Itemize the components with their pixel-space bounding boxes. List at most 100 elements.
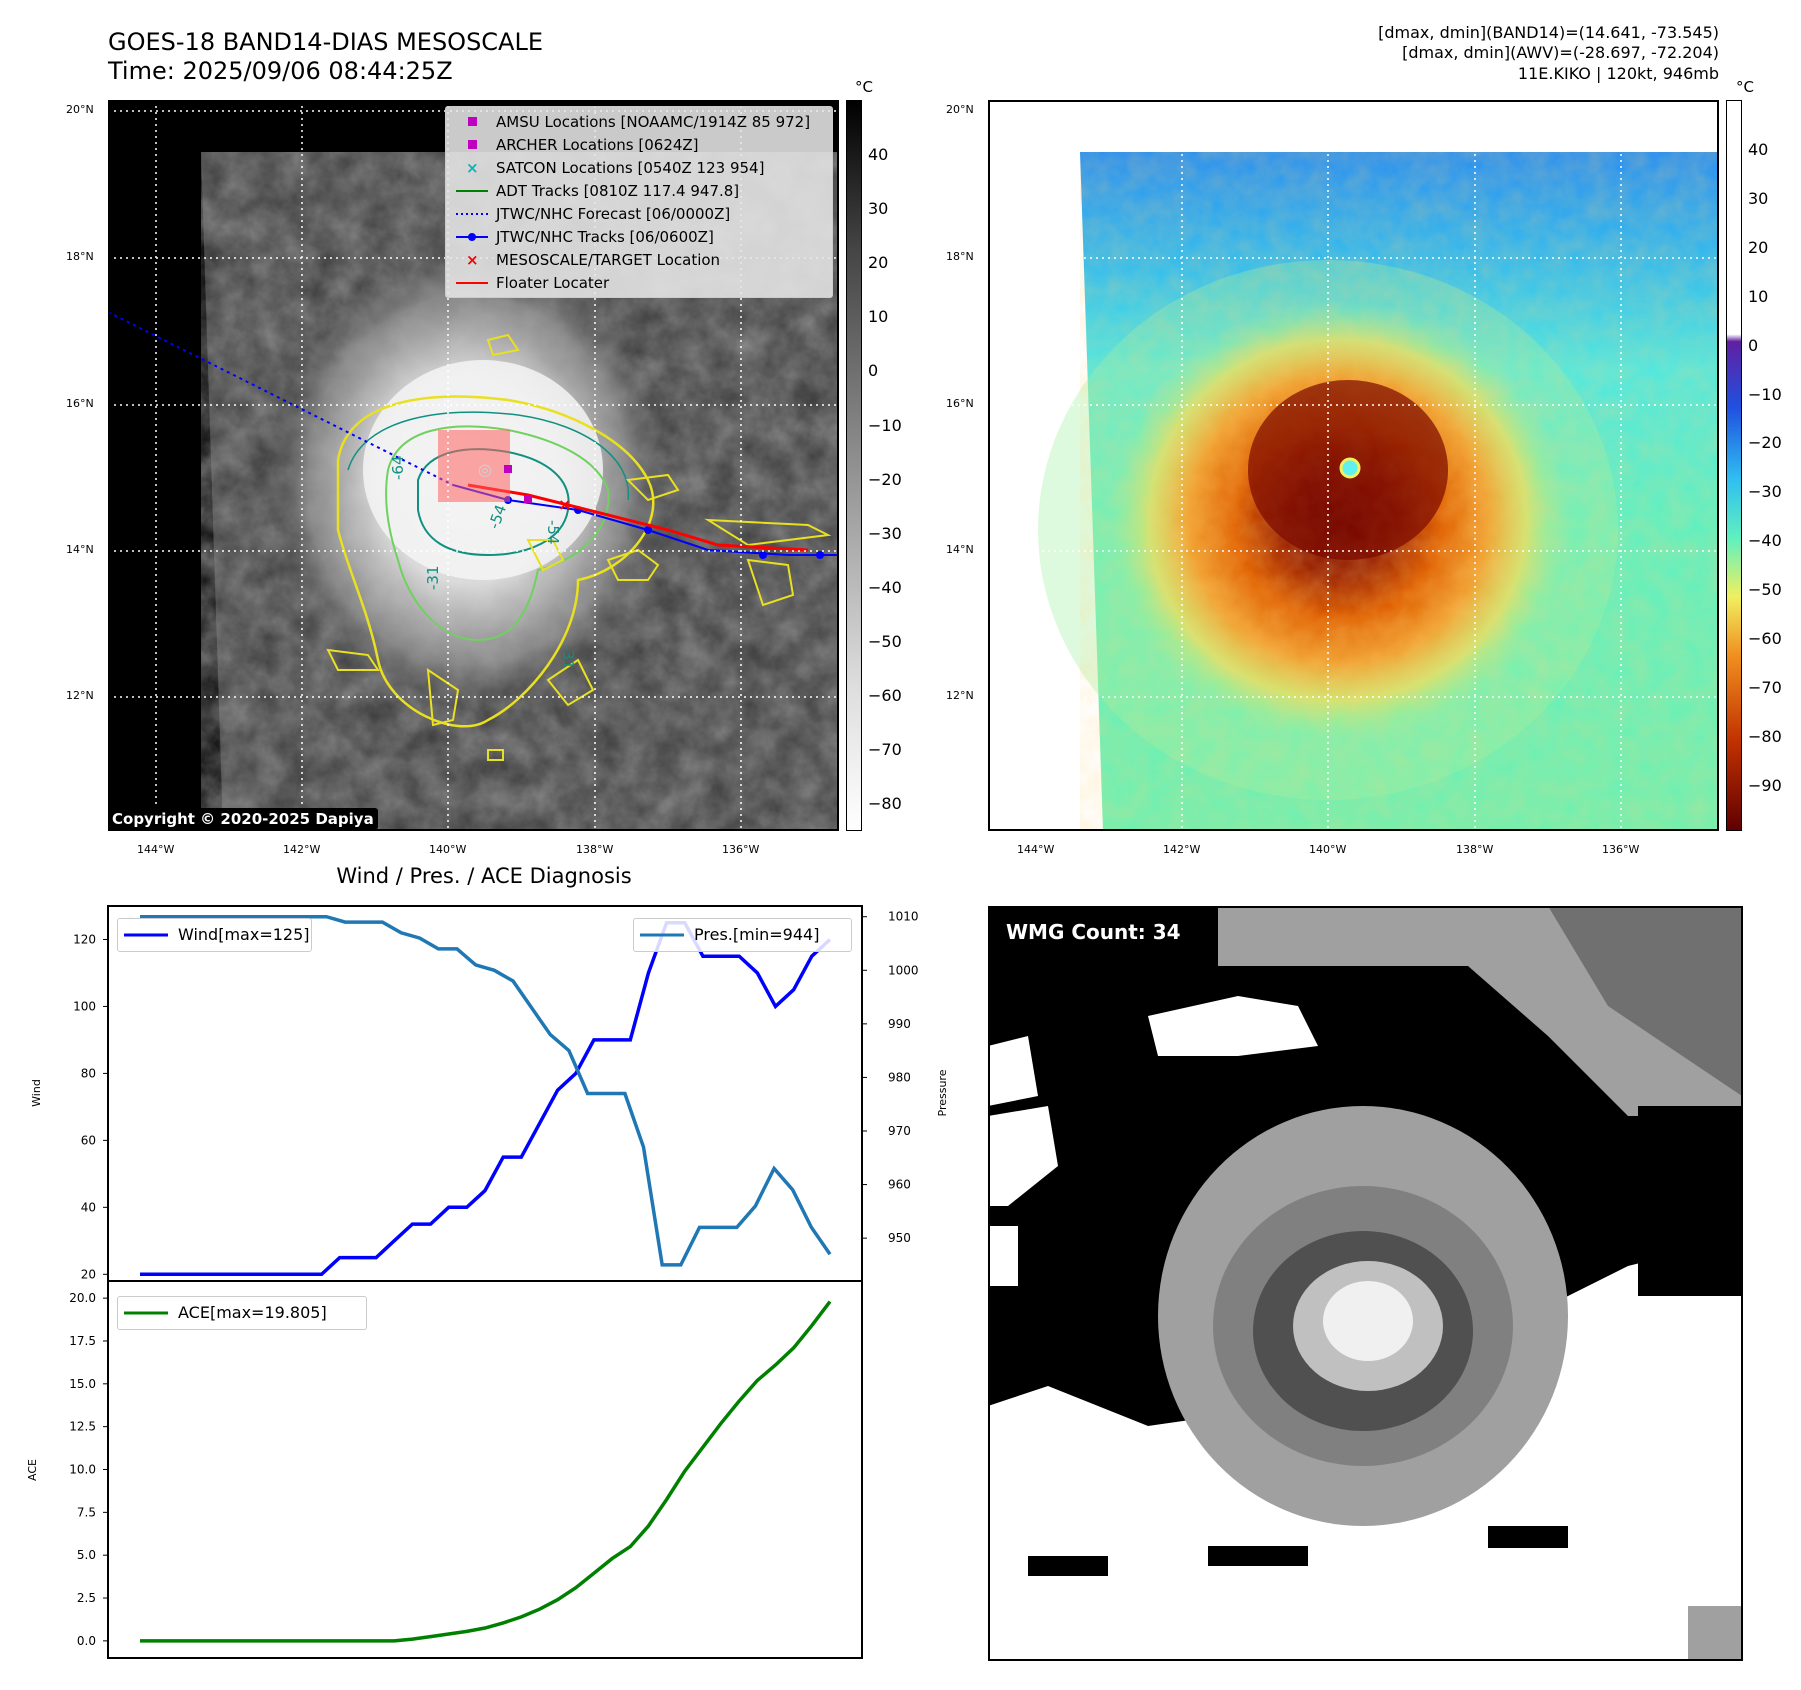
lat-label: 18°N (946, 250, 974, 263)
colorbar-tick-label: −30 (868, 523, 902, 543)
lat-label: 16°N (66, 397, 94, 410)
ace-y-tick-label: 0.0 (77, 1634, 96, 1648)
colorbar-tick-label: −80 (1748, 726, 1782, 746)
ace-series-line (140, 1300, 832, 1643)
pressure-legend: Pres.[min=944] (633, 918, 852, 952)
lat-label: 18°N (66, 250, 94, 263)
colorbar-tick-label: 10 (868, 307, 889, 327)
awv-satellite-image (988, 100, 1718, 831)
colorbar-tick-label: 40 (1748, 140, 1769, 159)
contour-label: -64 (389, 456, 407, 481)
colorbar-tick-label: −20 (1748, 433, 1782, 453)
wind-y-tick-label: 20 (81, 1267, 96, 1281)
ace-legend-label: ACE[max=19.805] (178, 1303, 327, 1322)
pressure-axis-label: Pressure (936, 1069, 949, 1116)
ace-y-tick-label: 12.5 (69, 1420, 96, 1434)
lon-label: 142°W (1163, 843, 1201, 856)
track-legend-icon (456, 233, 488, 241)
main-title: GOES-18 BAND14-DIAS MESOSCALE (108, 28, 544, 56)
ace-y-tick-label: 15.0 (69, 1377, 96, 1391)
wind-y-tick-label: 40 (81, 1200, 96, 1214)
legend-label: Floater Locater (496, 274, 610, 292)
svg-text:×: × (466, 159, 479, 177)
map-legend: AMSU Locations [NOAAMC/1914Z 85 972] ARC… (445, 106, 833, 298)
storm-eye (1339, 457, 1361, 479)
svg-text:×: × (466, 251, 479, 269)
ace-y-tick-label: 10.0 (69, 1463, 96, 1477)
colorbar-tick-label: −50 (1748, 580, 1782, 600)
target-legend-icon: × (466, 251, 479, 269)
storm-info: 11E.KIKO | 120kt, 946mb (1517, 64, 1719, 83)
legend-label: JTWC/NHC Tracks [06/0600Z] (496, 228, 714, 246)
wind-series-line (140, 920, 832, 1277)
wind-y-tick-label: 80 (81, 1066, 96, 1080)
lat-label: 14°N (66, 543, 94, 556)
colorbar-tick-label: 10 (1748, 286, 1769, 306)
colorbar-tick-label: −90 (1748, 775, 1782, 795)
contour-label: -31 (559, 645, 577, 670)
legend-label: JTWC/NHC Forecast [06/0000Z] (496, 205, 731, 223)
lon-label: 138°W (576, 843, 614, 856)
wmg-count-label: WMG Count: 34 (1006, 920, 1181, 944)
wind-y-tick-label: 100 (73, 999, 96, 1013)
colorbar-tick-label: −60 (1748, 629, 1782, 648)
colorbar-tick-label: −40 (868, 577, 902, 597)
lon-label: 138°W (1456, 843, 1494, 856)
amsu-legend-icon (468, 117, 477, 126)
wind-legend-label: Wind[max=125] (178, 925, 310, 944)
lon-label: 140°W (429, 843, 467, 856)
pressure-y-tick-label: 1010 (888, 910, 919, 924)
ace-y-tick-label: 17.5 (69, 1334, 96, 1348)
colorbar-tick-label: −60 (868, 686, 902, 705)
colorbar-tick-label: −70 (868, 740, 902, 760)
colorbar-tick-label: −80 (868, 794, 902, 814)
lat-label: 20°N (66, 103, 94, 116)
awv-colorbar (1726, 100, 1742, 831)
colorbar-tick-label: 20 (868, 253, 889, 273)
amsu-marker (504, 465, 512, 473)
ace-y-tick-label: 5.0 (77, 1548, 96, 1562)
ace-legend: ACE[max=19.805] (117, 1296, 367, 1330)
lat-label: 14°N (946, 543, 974, 556)
contour-label: -54 (544, 520, 562, 545)
legend-label: AMSU Locations [NOAAMC/1914Z 85 972] (496, 113, 811, 131)
lat-label: 12°N (66, 689, 94, 702)
pressure-y-tick-label: 1000 (888, 963, 919, 977)
floater-locater-line (467, 483, 809, 552)
pressure-y-tick-label: 980 (888, 1070, 911, 1084)
colorbar-tick-label: 40 (868, 145, 889, 164)
awv-colorbar-unit: °C (1736, 78, 1754, 96)
lon-label: 144°W (1017, 843, 1055, 856)
legend-label: ARCHER Locations [0624Z] (496, 136, 699, 154)
lon-label: 140°W (1309, 843, 1347, 856)
dmax-band14: [dmax, dmin](BAND14)=(14.641, -73.545) (1378, 23, 1719, 42)
lat-label: 12°N (946, 689, 974, 702)
pressure-y-tick-label: 990 (888, 1017, 911, 1031)
legend-label: SATCON Locations [0540Z 123 954] (496, 159, 765, 177)
lon-label: 136°W (722, 843, 760, 856)
eye-circle: ◎ (478, 460, 492, 479)
awv-map-panel (988, 100, 1718, 831)
adt-legend-icon (456, 190, 488, 192)
ace-y-tick-label: 7.5 (77, 1505, 96, 1519)
pressure-y-tick-label: 970 (888, 1124, 911, 1138)
colorbar-tick-label: −40 (1748, 531, 1782, 551)
ace-legend-swatch (124, 1311, 168, 1315)
pressure-series-line (140, 914, 832, 1267)
wmg-panel: WMG Count: 34 (988, 906, 1742, 1660)
mesoscale-target-marker: × (558, 495, 571, 514)
satcon-legend-icon: × (466, 159, 479, 177)
colorbar-tick-label: 0 (868, 361, 879, 381)
wind-axis-label: Wind (30, 1079, 43, 1107)
ir-colorbar (846, 100, 862, 831)
timestamp: Time: 2025/09/06 08:44:25Z (108, 57, 453, 85)
lat-label: 16°N (946, 397, 974, 410)
archer-marker (524, 495, 532, 503)
colorbar-tick-label: −70 (1748, 677, 1782, 697)
pressure-legend-swatch (640, 933, 684, 937)
ace-y-tick-label: 20.0 (69, 1291, 96, 1305)
lon-label: 144°W (137, 843, 175, 856)
colorbar-tick-label: −10 (868, 415, 902, 435)
colorbar-tick-label: 0 (1748, 335, 1759, 355)
forecast-track-line (108, 311, 454, 486)
